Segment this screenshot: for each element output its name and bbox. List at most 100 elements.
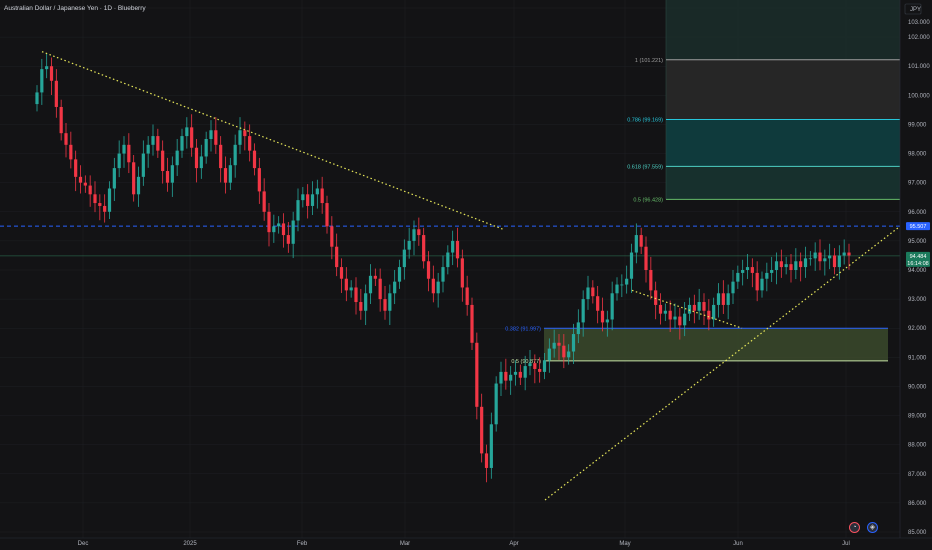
trendline-up: [544, 225, 901, 501]
candle-body: [687, 304, 692, 314]
candle-body: [170, 165, 174, 183]
candle-body: [567, 351, 571, 358]
candle-body: [422, 235, 426, 262]
candle-body: [286, 235, 290, 244]
candle-body: [504, 371, 508, 381]
candle-body: [107, 188, 112, 212]
candle-body: [45, 66, 49, 70]
candle-body: [228, 165, 232, 183]
candle-body: [320, 188, 324, 204]
candle-body: [629, 252, 634, 279]
fibonacci-zone: 1 (101.221) 0.786 (99.169) 0.618 (97.559) 0…: [505, 0, 900, 365]
candle-body: [547, 348, 551, 361]
time-tick-label: May: [619, 541, 630, 547]
price-tick-label: 100.000: [908, 93, 930, 99]
candle-body: [64, 133, 68, 145]
candle-body: [412, 229, 416, 241]
candle-body: [581, 299, 585, 323]
candle-body: [436, 281, 440, 294]
candle-body: [475, 342, 479, 407]
candle-body: [562, 345, 566, 358]
time-tick-label: Apr: [509, 541, 518, 547]
price-tick-label: 94.000: [908, 268, 927, 274]
candle-body: [803, 258, 808, 268]
price-axis[interactable]: JPY 102.000 101.000 100.000 99.000 98.000 97.0…: [899, 0, 932, 550]
candles-series[interactable]: [35, 53, 851, 483]
candle-body: [552, 342, 556, 349]
candle-body: [528, 363, 532, 367]
alert-icon: ◔: [852, 524, 857, 531]
candle-body: [281, 223, 286, 236]
candle-body: [325, 203, 329, 227]
candle-body: [368, 275, 373, 294]
dashed-level-tag: [906, 222, 930, 231]
candle-body: [557, 342, 561, 346]
candle-body: [736, 272, 740, 282]
candle-body: [518, 371, 522, 378]
candle-body: [349, 287, 353, 291]
price-tick-label: 99.000: [908, 122, 927, 128]
candle-body: [194, 147, 199, 169]
candle-body: [663, 310, 667, 314]
candle-body: [122, 144, 126, 154]
candle-body: [146, 144, 150, 154]
candle-body: [678, 316, 682, 326]
candle-body: [745, 267, 750, 270]
candle-body: [828, 255, 832, 259]
alert-button[interactable]: ◔: [849, 522, 860, 533]
trendline-segment: [631, 289, 743, 329]
candle-body: [847, 252, 851, 256]
candle-body: [765, 272, 769, 279]
price-tick-label: 102.000: [908, 35, 930, 41]
time-tick-label: Feb: [297, 541, 308, 547]
time-axis[interactable]: Dec 2025 Feb Mar Apr May Jun Jul: [0, 537, 932, 547]
trendlines[interactable]: [41, 51, 901, 501]
fib-zone-1: [666, 59, 900, 120]
candle-body: [620, 284, 624, 286]
candle-body: [335, 246, 339, 268]
candle-body: [832, 255, 837, 268]
candle-body: [707, 310, 711, 320]
candle-body: [799, 261, 803, 268]
candle-body: [98, 203, 102, 206]
candle-body: [180, 136, 184, 151]
candle-body: [165, 171, 170, 183]
candle-body: [716, 293, 721, 305]
candle-body: [523, 366, 527, 378]
candle-body: [697, 302, 701, 311]
candle-body: [542, 360, 547, 372]
candle-body: [161, 150, 165, 172]
candle-body: [639, 235, 643, 247]
candle-body: [770, 270, 774, 273]
candle-body: [509, 374, 513, 381]
chart-title: Australian Dollar / Japanese Yen · 1D · …: [4, 5, 146, 12]
candle-body: [393, 281, 397, 294]
candle-body: [417, 229, 421, 236]
candle-body: [489, 424, 493, 468]
candle-body: [784, 264, 788, 268]
candle-body: [112, 168, 116, 189]
candle-body: [658, 304, 663, 314]
trendline-down: [41, 51, 504, 230]
candle-body: [175, 150, 179, 166]
candle-body: [156, 136, 160, 151]
fib-level-label: 0.786 (99.169): [627, 118, 663, 124]
price-tick-label: 90.000: [908, 384, 927, 390]
candle-body: [779, 261, 783, 268]
candle-body: [455, 240, 460, 259]
currency-label: JPY: [910, 7, 921, 13]
candle-body: [615, 284, 619, 294]
candle-body: [40, 69, 44, 93]
candle-body: [301, 194, 305, 201]
candle-body: [69, 144, 73, 160]
price-tick-label: 85.000: [908, 530, 927, 536]
candle-body: [605, 319, 609, 323]
candle-body: [533, 363, 537, 369]
candle-body: [262, 191, 266, 212]
candle-body: [484, 453, 489, 468]
candle-body: [407, 240, 411, 250]
replay-button[interactable]: ◈: [867, 522, 878, 533]
candle-body: [774, 261, 779, 270]
candle-body: [296, 200, 300, 221]
